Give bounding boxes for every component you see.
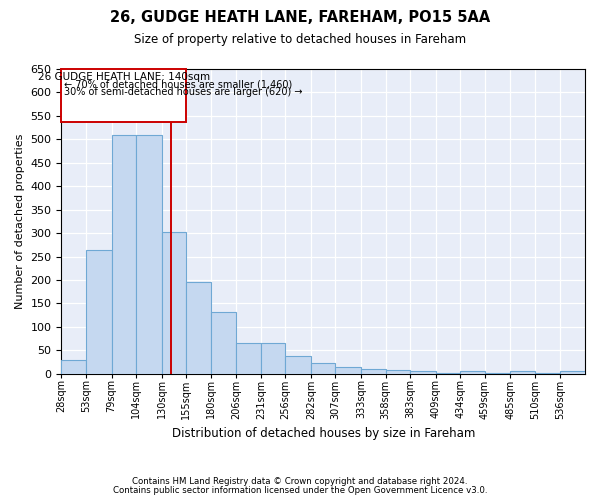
Text: 26 GUDGE HEATH LANE: 140sqm: 26 GUDGE HEATH LANE: 140sqm	[38, 72, 210, 83]
Bar	[161, 232, 186, 374]
Text: Contains HM Land Registry data © Crown copyright and database right 2024.: Contains HM Land Registry data © Crown c…	[132, 477, 468, 486]
Bar	[485, 373, 511, 374]
Bar	[136, 134, 161, 374]
Bar	[361, 369, 386, 374]
Bar	[286, 356, 311, 374]
Bar	[112, 134, 136, 374]
Bar	[211, 312, 236, 374]
Bar	[261, 344, 286, 374]
Bar	[335, 366, 361, 374]
Bar	[236, 344, 261, 374]
Bar	[311, 364, 335, 374]
Text: Size of property relative to detached houses in Fareham: Size of property relative to detached ho…	[134, 32, 466, 46]
Text: 30% of semi-detached houses are larger (620) →: 30% of semi-detached houses are larger (…	[64, 87, 303, 97]
X-axis label: Distribution of detached houses by size in Fareham: Distribution of detached houses by size …	[172, 427, 475, 440]
Bar	[560, 372, 585, 374]
Bar	[186, 282, 211, 374]
Bar	[86, 250, 112, 374]
Bar	[535, 373, 560, 374]
Bar	[61, 360, 86, 374]
Text: ← 70% of detached houses are smaller (1,460): ← 70% of detached houses are smaller (1,…	[64, 80, 293, 90]
Bar	[410, 372, 436, 374]
Y-axis label: Number of detached properties: Number of detached properties	[15, 134, 25, 309]
Bar	[436, 373, 460, 374]
Text: 26, GUDGE HEATH LANE, FAREHAM, PO15 5AA: 26, GUDGE HEATH LANE, FAREHAM, PO15 5AA	[110, 10, 490, 25]
Bar	[511, 372, 535, 374]
Bar	[460, 372, 485, 374]
Text: Contains public sector information licensed under the Open Government Licence v3: Contains public sector information licen…	[113, 486, 487, 495]
Bar	[386, 370, 410, 374]
Bar	[61, 69, 186, 122]
